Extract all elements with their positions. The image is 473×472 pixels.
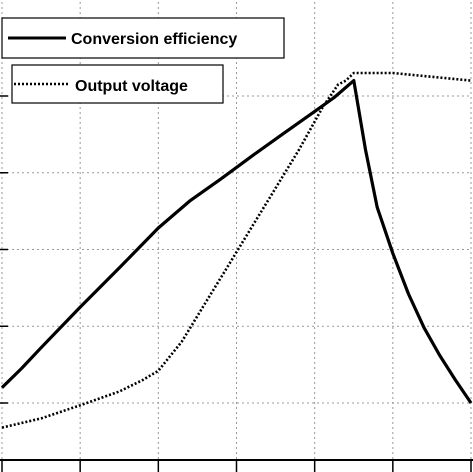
series-line-output-voltage bbox=[1, 71, 472, 429]
series-layer bbox=[0, 71, 473, 429]
series-line-conversion-efficiency bbox=[0, 78, 473, 404]
legend-label-output-voltage: Output voltage bbox=[75, 78, 188, 95]
legend-output-voltage: Output voltage bbox=[11, 64, 224, 104]
legend-label-conversion-efficiency: Conversion efficiency bbox=[71, 31, 237, 48]
legend-conversion-efficiency: Conversion efficiency bbox=[1, 17, 285, 59]
axes bbox=[0, 95, 473, 472]
